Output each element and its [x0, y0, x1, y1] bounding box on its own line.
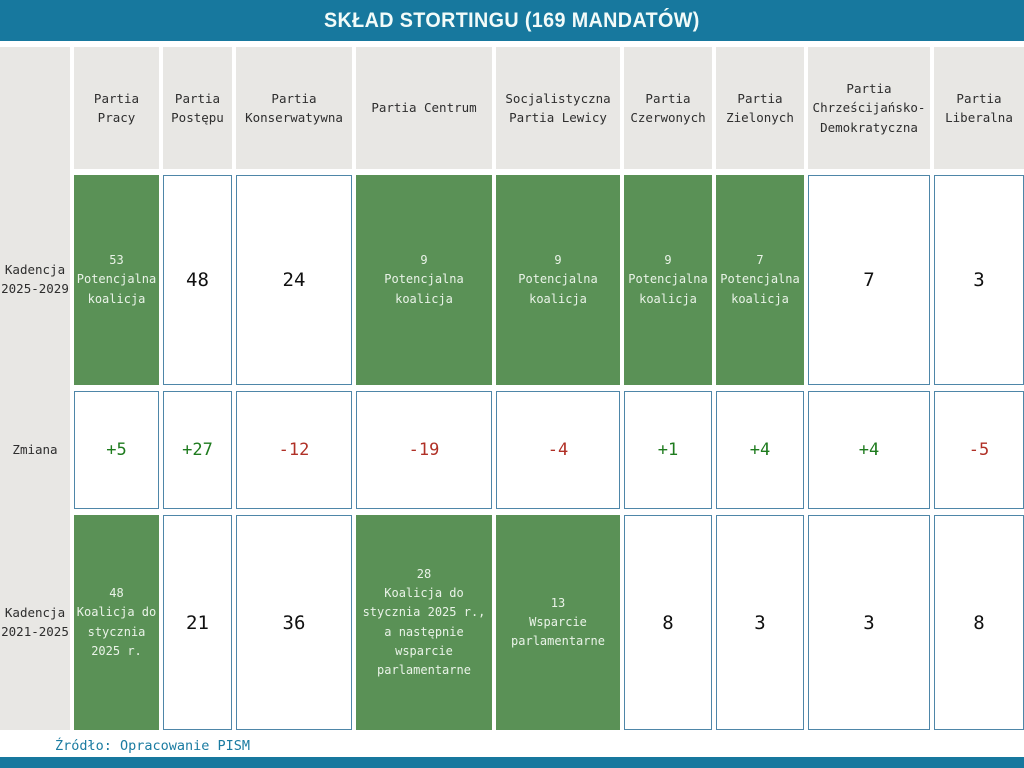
row-label-kadencja-2021-2025: Kadencja 2021-2025 [1, 604, 69, 639]
seat-count: 21 [186, 611, 209, 634]
cell-2021-pracy: 48 Koalicja do stycznia 2025 r. [74, 515, 159, 730]
col-header-partia-liberalna: Partia Liberalna [934, 47, 1024, 169]
coalition-note: Potencjalna koalicja [720, 272, 800, 306]
title-bar: SKŁAD STORTINGU (169 MANDATÓW) [0, 0, 1024, 41]
seat-count: 48 [186, 269, 209, 291]
seat-count: 3 [973, 269, 985, 291]
seat-count: 13 [550, 595, 566, 610]
cell-2021-czerwonych: 8 [624, 515, 712, 730]
cell-zmiana-chd: +4 [808, 391, 930, 509]
change-value: -4 [547, 440, 569, 460]
coalition-note: Potencjalna koalicja [76, 272, 157, 306]
change-value: -5 [968, 440, 990, 460]
col-header-partia-czerwonych: Partia Czerwonych [624, 47, 712, 169]
corner-cell [0, 47, 70, 169]
seat-count: 7 [863, 269, 875, 291]
coalition-note: Koalicja do stycznia 2025 r. [76, 605, 157, 658]
seat-count: 8 [662, 611, 674, 634]
change-value: +1 [657, 440, 679, 460]
row-label-column-background [0, 47, 70, 730]
cell-zmiana-czerwonych: +1 [624, 391, 712, 509]
page-title: SKŁAD STORTINGU (169 MANDATÓW) [324, 8, 700, 32]
cell-2021-zielonych: 3 [716, 515, 804, 730]
cell-2025-chd: 7 [808, 175, 930, 385]
seat-count: 28 [416, 566, 432, 581]
seat-count: 3 [754, 611, 766, 634]
cell-2021-centrum: 28 Koalicja do stycznia 2025 r., a nastę… [356, 515, 492, 730]
cell-2025-zielonych: 7 Potencjalna koalicja [716, 175, 804, 385]
seat-count: 9 [554, 253, 562, 268]
row-label-zmiana: Zmiana [12, 441, 58, 457]
cell-2025-lewicy: 9 Potencjalna koalicja [496, 175, 620, 385]
cell-zmiana-pracy: +5 [74, 391, 159, 509]
change-value: -19 [408, 440, 440, 460]
col-header-partia-centrum: Partia Centrum [356, 47, 492, 169]
cell-2025-konserwatywna: 24 [236, 175, 352, 385]
cell-2025-liberalna: 3 [934, 175, 1024, 385]
cell-2021-konserwatywna: 36 [236, 515, 352, 730]
coalition-note: Koalicja do stycznia 2025 r., a następni… [362, 586, 486, 677]
cell-2025-centrum: 9 Potencjalna koalicja [356, 175, 492, 385]
row-label-kadencja-2025-2029: Kadencja 2025-2029 [1, 262, 69, 296]
seat-count: 24 [282, 269, 306, 291]
cell-zmiana-konserwatywna: -12 [236, 391, 352, 509]
seat-count: 36 [282, 611, 306, 634]
cell-zmiana-liberalna: -5 [934, 391, 1024, 509]
coalition-note: Potencjalna koalicja [384, 272, 464, 306]
seat-count: 8 [973, 611, 985, 634]
seat-count: 53 [109, 253, 124, 268]
source-note: Źródło: Opracowanie PISM [55, 738, 251, 754]
seat-count: 7 [756, 253, 764, 268]
cell-2021-lewicy: 13 Wsparcie parlamentarne [496, 515, 620, 730]
seat-count: 9 [664, 253, 672, 268]
coalition-note: Potencjalna koalicja [518, 272, 598, 306]
cell-2025-postepu: 48 [163, 175, 232, 385]
coalition-note: Wsparcie parlamentarne [511, 614, 605, 649]
seat-count: 48 [109, 586, 124, 601]
col-header-partia-zielonych: Partia Zielonych [716, 47, 804, 169]
col-header-partia-konserwatywna: Partia Konserwatywna [236, 47, 352, 169]
change-value: +5 [106, 440, 127, 460]
change-value: -12 [278, 440, 310, 460]
seat-count: 9 [420, 253, 428, 268]
seats-table: Partia Pracy Partia Postępu Partia Konse… [0, 47, 1024, 730]
cell-zmiana-zielonych: +4 [716, 391, 804, 509]
cell-2021-chd: 3 [808, 515, 930, 730]
cell-zmiana-lewicy: -4 [496, 391, 620, 509]
coalition-note: Potencjalna koalicja [628, 272, 708, 306]
cell-2025-pracy: 53 Potencjalna koalicja [74, 175, 159, 385]
cell-2021-liberalna: 8 [934, 515, 1024, 730]
change-value: +4 [858, 440, 880, 460]
seat-count: 3 [863, 611, 875, 634]
cell-2025-czerwonych: 9 Potencjalna koalicja [624, 175, 712, 385]
col-header-partia-chrzescijansko-demokratyczna: Partia Chrześcijańsko-Demokratyczna [808, 47, 930, 169]
col-header-partia-pracy: Partia Pracy [74, 47, 159, 169]
cell-2021-postepu: 21 [163, 515, 232, 730]
change-value: +27 [182, 440, 213, 460]
change-value: +4 [749, 440, 771, 460]
cell-zmiana-centrum: -19 [356, 391, 492, 509]
bottom-accent-bar [0, 757, 1024, 768]
cell-zmiana-postepu: +27 [163, 391, 232, 509]
col-header-socjalistyczna-partia-lewicy: Socjalistyczna Partia Lewicy [496, 47, 620, 169]
col-header-partia-postepu: Partia Postępu [163, 47, 232, 169]
